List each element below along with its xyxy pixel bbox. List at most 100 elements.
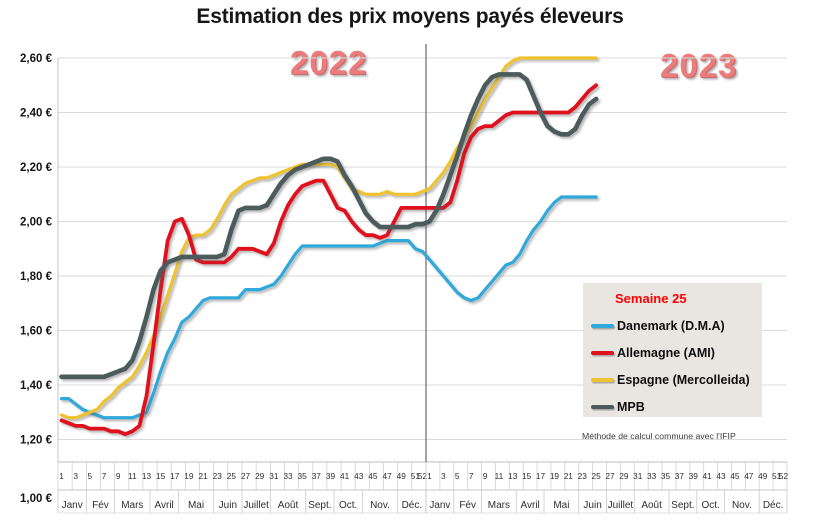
month-label: Août <box>641 500 662 511</box>
week-tick-label: 27 <box>605 471 615 481</box>
y-tick-label: 2,20 € <box>20 162 53 174</box>
week-tick-label: 21 <box>198 471 208 481</box>
week-tick-label: 17 <box>536 471 546 481</box>
danemark-line <box>59 195 598 420</box>
month-label: Mai <box>188 500 204 511</box>
allemagne-line <box>59 83 598 437</box>
week-tick-label: 41 <box>703 471 713 481</box>
week-tick-label: 1 <box>427 471 432 481</box>
week-tick-label: 5 <box>455 471 460 481</box>
week-tick-label: 29 <box>619 471 629 481</box>
month-label: Juillet <box>608 500 634 511</box>
week-tick-label: 13 <box>508 471 518 481</box>
week-tick-label: 3 <box>441 471 446 481</box>
week-tick-label: 45 <box>730 471 740 481</box>
allemagne-line-swatch <box>591 350 614 355</box>
week-tick-label: 49 <box>758 471 768 481</box>
week-tick-label: 43 <box>354 471 364 481</box>
week-tick-label: 51 <box>772 471 782 481</box>
week-tick-label: 11 <box>495 471 504 481</box>
month-label: Déc. <box>763 500 784 511</box>
legend-item-espagne: Espagne (Mercolleida) <box>591 366 754 393</box>
month-label: Fév <box>459 500 476 511</box>
y-tick-label: 1,80 € <box>20 271 53 283</box>
month-label: Janv <box>429 500 450 511</box>
week-tick-label: 52 <box>779 471 789 481</box>
legend-label: MPB <box>617 399 645 414</box>
month-label: Mars <box>488 500 510 511</box>
week-tick-label: 37 <box>675 471 685 481</box>
week-tick-label: 21 <box>564 471 574 481</box>
mpb-line-swatch <box>591 404 614 409</box>
week-tick-label: 1 <box>59 471 64 481</box>
month-label: Mars <box>121 500 143 511</box>
chart-title: Estimation des prix moyens payés éleveur… <box>196 5 624 28</box>
week-tick-label: 7 <box>102 471 107 481</box>
week-tick-label: 41 <box>340 471 350 481</box>
year-label-2023: 2023 <box>660 47 738 84</box>
month-label: Janv <box>62 500 83 511</box>
y-tick-label: 2,40 € <box>20 108 53 120</box>
month-label: Sept. <box>308 500 331 511</box>
week-tick-label: 35 <box>661 471 671 481</box>
month-label: Août <box>278 500 299 511</box>
week-tick-label: 15 <box>522 471 532 481</box>
week-tick-label: 31 <box>269 471 279 481</box>
month-label: Nov. <box>732 500 752 511</box>
week-tick-label: 33 <box>647 471 657 481</box>
week-tick-label: 13 <box>142 471 152 481</box>
week-tick-label: 9 <box>116 471 121 481</box>
legend-label: Espagne (Mercolleida) <box>617 372 750 387</box>
month-label: Juillet <box>243 500 269 511</box>
week-tick-label: 29 <box>255 471 265 481</box>
week-tick-label: 49 <box>397 471 407 481</box>
week-tick-label: 23 <box>213 471 223 481</box>
month-label: Nov. <box>370 500 390 511</box>
week-tick-label: 51 <box>411 471 421 481</box>
week-tick-label: 25 <box>591 471 601 481</box>
legend: Semaine 25 Danemark (D.M.A) Allemagne (A… <box>583 283 762 417</box>
week-tick-label: 9 <box>483 471 488 481</box>
danemark-line-swatch <box>591 323 614 328</box>
month-label: Oct. <box>339 500 357 511</box>
month-label: Sept. <box>671 500 694 511</box>
week-tick-label: 31 <box>633 471 643 481</box>
y-tick-label: 1,40 € <box>20 380 53 392</box>
week-tick-label: 25 <box>227 471 237 481</box>
week-tick-label: 47 <box>744 471 754 481</box>
week-tick-label: 27 <box>241 471 251 481</box>
week-tick-label: 37 <box>312 471 322 481</box>
week-tick-label: 3 <box>73 471 78 481</box>
week-tick-label: 35 <box>298 471 308 481</box>
week-tick-label: 5 <box>88 471 93 481</box>
legend-item-allemagne: Allemagne (AMI) <box>591 339 754 366</box>
year-label-2022: 2022 <box>290 44 368 81</box>
espagne-line-swatch <box>591 377 614 382</box>
legend-title: Semaine 25 <box>615 291 687 306</box>
month-label: Juin <box>219 500 237 511</box>
week-tick-label: 23 <box>578 471 588 481</box>
week-tick-label: 39 <box>689 471 699 481</box>
month-label: Avril <box>155 500 174 511</box>
week-tick-label: 17 <box>170 471 180 481</box>
week-tick-label: 15 <box>156 471 166 481</box>
legend-item-danemark: Danemark (D.M.A) <box>591 312 754 339</box>
week-tick-label: 11 <box>128 471 137 481</box>
month-label: Juin <box>583 500 601 511</box>
week-tick-label: 19 <box>550 471 560 481</box>
month-label: Avril <box>521 500 540 511</box>
espagne-line <box>59 56 598 420</box>
legend-label: Allemagne (AMI) <box>617 345 715 360</box>
week-tick-label: 43 <box>716 471 726 481</box>
month-label: Déc. <box>402 500 423 511</box>
y-tick-label: 2,60 € <box>20 53 53 65</box>
y-tick-label: 1,20 € <box>20 435 53 447</box>
legend-item-mpb: MPB <box>591 393 754 420</box>
week-tick-label: 39 <box>326 471 336 481</box>
legend-label: Danemark (D.M.A) <box>617 318 725 333</box>
y-tick-label: 1,00 € <box>20 493 53 505</box>
week-tick-label: 19 <box>184 471 194 481</box>
month-label: Fév <box>92 500 109 511</box>
y-tick-label: 1,60 € <box>20 326 53 338</box>
